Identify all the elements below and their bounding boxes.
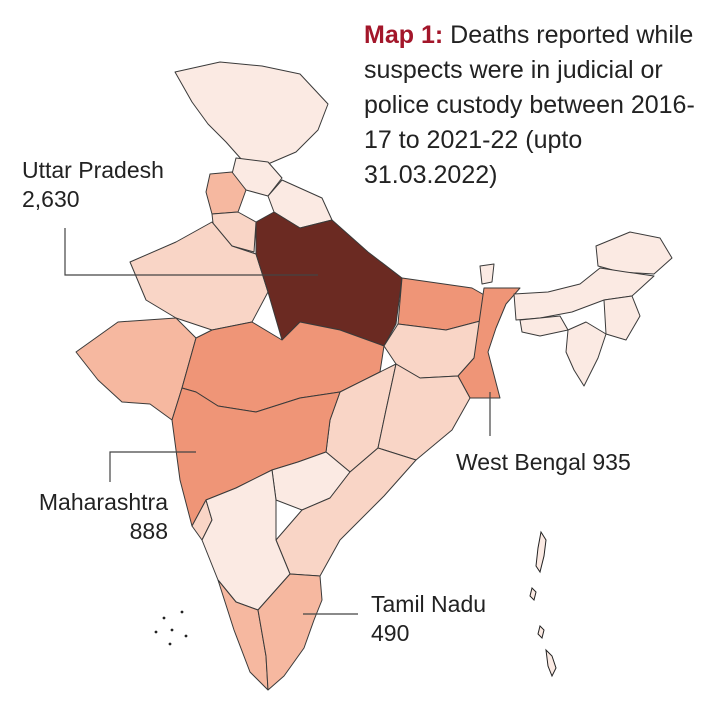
state-sikkim (479, 263, 495, 285)
callout-tamil-nadu-value: 490 (371, 620, 410, 646)
state-bihar (397, 277, 487, 331)
andaman-nicobar-islands (529, 530, 557, 678)
map-title-text: Deaths reported while suspects were in j… (364, 21, 695, 189)
callout-maharashtra: Maharashtra 888 (12, 488, 168, 546)
state-meghalaya (519, 315, 569, 337)
state-west-bengal (457, 287, 521, 399)
callout-west-bengal: West Bengal 935 (456, 448, 631, 477)
state-tripura-mizoram (565, 321, 607, 387)
callout-west-bengal-value: 935 (592, 449, 631, 475)
callout-west-bengal-name: West Bengal (456, 449, 586, 475)
map-title-lead: Map 1: (364, 21, 444, 49)
callout-uttar-pradesh-name: Uttar Pradesh (22, 157, 164, 183)
state-jammu-kashmir (174, 61, 329, 165)
callout-uttar-pradesh: Uttar Pradesh 2,630 (22, 156, 164, 214)
callout-tamil-nadu: Tamil Nadu 490 (371, 590, 486, 648)
callout-tamil-nadu-name: Tamil Nadu (371, 591, 487, 617)
leader-uttar-pradesh (64, 228, 318, 276)
callout-maharashtra-name: Maharashtra (38, 489, 168, 515)
state-uttar-pradesh (255, 211, 403, 347)
map-title: Map 1: Deaths reported while suspects we… (364, 18, 704, 193)
leader-maharashtra (109, 451, 196, 482)
state-tamil-nadu (257, 573, 323, 691)
state-nagaland-manipur (603, 295, 641, 341)
callout-maharashtra-value: 888 (129, 518, 168, 544)
state-arunachal-pradesh (595, 231, 673, 275)
callout-uttar-pradesh-value: 2,630 (22, 186, 80, 212)
lakshadweep-islands (154, 610, 188, 646)
